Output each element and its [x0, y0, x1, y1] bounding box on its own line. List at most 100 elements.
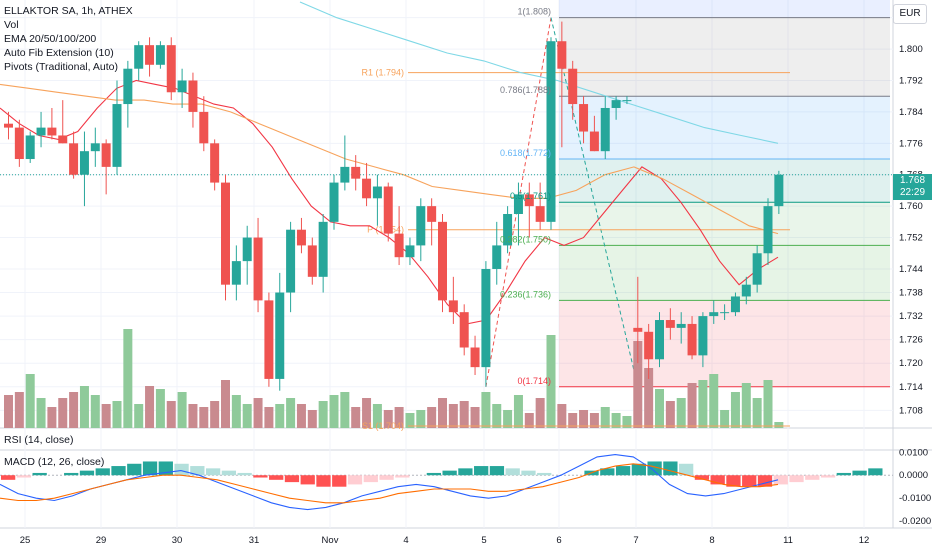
macd-histogram-bar: [300, 475, 315, 485]
candle-body: [351, 166, 361, 179]
legend-vol[interactable]: Vol: [4, 19, 19, 31]
volume-bar: [253, 398, 263, 428]
candle-body: [231, 261, 241, 285]
volume-bar: [611, 413, 621, 428]
candle-body: [221, 182, 230, 285]
volume-bar: [427, 407, 437, 428]
volume-bar: [134, 404, 144, 428]
candle-body: [112, 104, 122, 167]
candle-body: [58, 135, 68, 144]
legend-ema[interactable]: EMA 20/50/100/200: [4, 33, 97, 45]
macd-histogram-bar: [127, 463, 142, 476]
candle-body: [362, 178, 372, 199]
candle-body: [676, 323, 686, 328]
volume-bar: [383, 410, 393, 428]
candle-body: [264, 300, 274, 379]
candle-body: [698, 316, 708, 356]
candle-body: [438, 221, 447, 301]
volume-bar: [36, 398, 46, 428]
macd-signal-line: [0, 463, 779, 504]
candle-body: [752, 253, 762, 285]
volume-bar: [535, 398, 545, 428]
volume-bar: [655, 389, 664, 428]
volume-bar: [774, 422, 784, 428]
candle-body: [655, 320, 664, 360]
price-tick-label: 1.784: [899, 107, 923, 118]
volume-bar: [741, 383, 751, 428]
fib-level-label: 0.786(1.788): [500, 85, 551, 95]
legend-pivots[interactable]: Pivots (Traditional, Auto): [4, 61, 118, 73]
candle-body: [481, 268, 491, 368]
macd-histogram-bar: [221, 470, 237, 476]
macd-histogram-bar: [805, 475, 820, 480]
candle-body: [492, 245, 502, 269]
volume-bar: [438, 398, 447, 428]
symbol-title[interactable]: ELLAKTOR SA, 1h, ATHEX: [4, 5, 133, 17]
candle-body: [665, 320, 675, 328]
volume-bar: [4, 395, 13, 428]
volume-bar: [459, 401, 469, 428]
candle-body: [774, 174, 784, 207]
volume-bar: [405, 413, 415, 428]
price-tick-label: 1.744: [899, 264, 923, 275]
volume-bar: [340, 392, 350, 428]
macd-label[interactable]: MACD (12, 26, close): [4, 456, 105, 468]
volume-bar: [199, 407, 209, 428]
volume-bar: [101, 404, 111, 428]
macd-histogram-bar: [142, 461, 158, 476]
time-tick-label: Nov: [322, 535, 339, 546]
macd-histogram-bar: [505, 468, 520, 476]
candle-body: [513, 194, 523, 214]
volume-bar: [481, 392, 491, 428]
macd-tick-label: -0.0200: [899, 516, 931, 527]
volume-bar: [329, 395, 339, 428]
time-tick-label: 11: [783, 535, 793, 546]
candle-body: [611, 100, 621, 108]
macd-histogram-bar: [205, 468, 221, 476]
candle-body: [383, 186, 393, 234]
candle-body: [79, 151, 89, 175]
price-tick-label: 1.800: [899, 44, 923, 55]
pivot-label: R1 (1.794): [361, 68, 404, 78]
candle-body: [340, 166, 350, 183]
volume-bar: [166, 401, 176, 428]
candle-body: [709, 312, 719, 317]
candle-body: [600, 107, 610, 152]
volume-bar: [296, 404, 306, 428]
volume-bar: [579, 410, 589, 428]
volume-bar: [665, 401, 675, 428]
volume-bar: [275, 404, 285, 428]
fib-level-label: 0.236(1.736): [500, 289, 551, 299]
volume-bar: [622, 416, 632, 428]
candles[interactable]: [4, 21, 784, 391]
candle-body: [557, 41, 567, 69]
macd-histogram-bar: [174, 463, 189, 476]
macd-histogram-bar: [332, 475, 347, 487]
macd-histogram-bar: [190, 466, 205, 476]
volume-bar: [112, 401, 122, 428]
volume-bar: [644, 368, 654, 428]
volume-bar: [47, 407, 57, 428]
currency-button[interactable]: EUR: [893, 4, 927, 24]
candle-body: [134, 45, 144, 69]
macd-histogram-bar: [489, 466, 505, 476]
legend-fib[interactable]: Auto Fib Extension (10): [4, 47, 114, 59]
volume-bar: [557, 404, 567, 428]
macd-histogram-bar: [347, 475, 363, 485]
macd-histogram-bar: [16, 475, 32, 478]
macd-tick-label: 0.0000: [899, 470, 928, 481]
candle-body: [286, 229, 296, 293]
fib-zone: [559, 17, 890, 97]
volume-bar: [394, 407, 404, 428]
time-tick-label: 31: [249, 535, 260, 546]
volume-bar: [79, 386, 89, 428]
volume-bar: [372, 404, 382, 428]
price-tick-label: 1.714: [899, 382, 923, 393]
candle-body: [568, 68, 578, 105]
rsi-label[interactable]: RSI (14, close): [4, 434, 74, 446]
fib-level-label: 0.5(1.761): [510, 191, 551, 201]
volume-bar: [720, 410, 730, 428]
macd-histogram-bar: [95, 468, 110, 476]
time-tick-label: 12: [859, 535, 870, 546]
